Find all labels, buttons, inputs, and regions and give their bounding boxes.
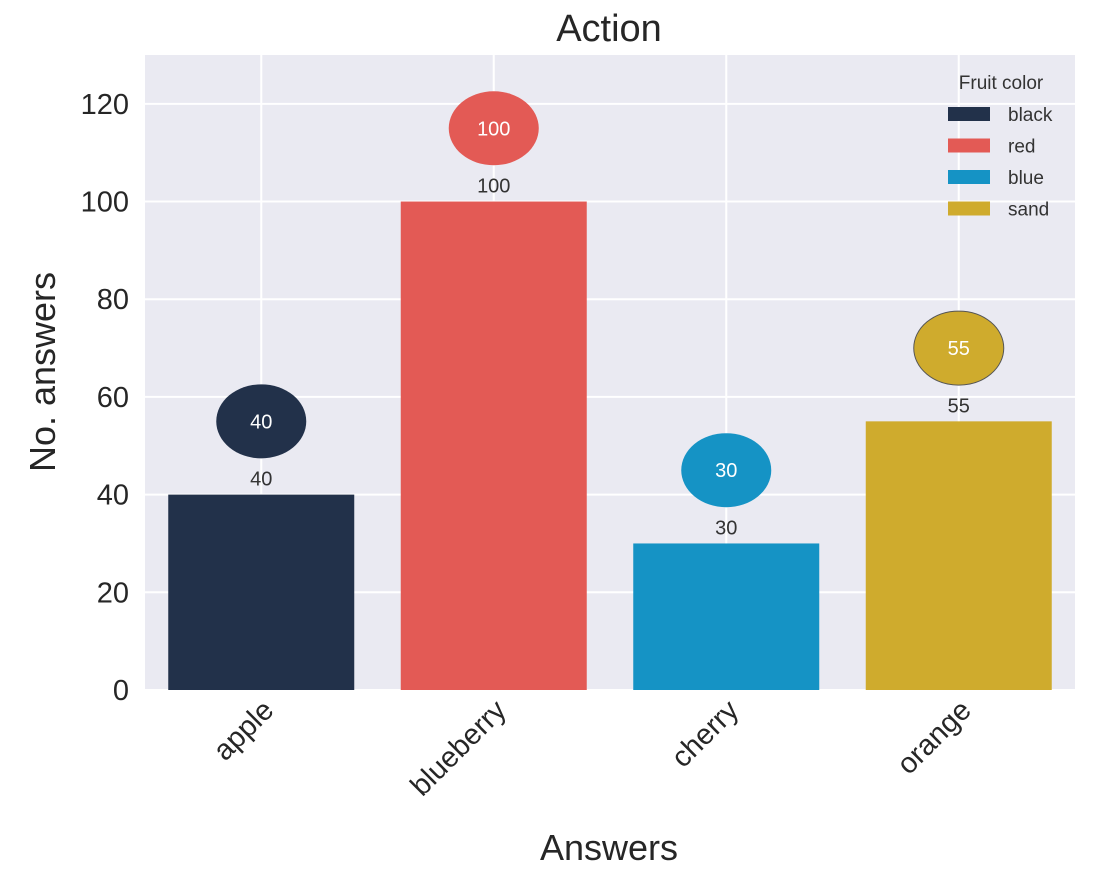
bars [168, 201, 1052, 691]
bubble-label: 40 [250, 411, 272, 433]
bar-value-label: 30 [715, 517, 737, 539]
legend-label: blue [1008, 168, 1044, 189]
legend-label: sand [1008, 200, 1049, 221]
y-tick-label: 100 [81, 187, 129, 219]
legend-item-black: black [948, 105, 1053, 126]
y-tick-label: 60 [97, 382, 129, 414]
legend-item-blue: blue [948, 168, 1044, 189]
x-axis-label: Answers [540, 827, 678, 868]
bubble-annotations: 40 100 30 55 [216, 91, 1005, 508]
bubble-annotation: 30 [681, 433, 772, 508]
chart-title: Action [556, 8, 662, 50]
legend: Fruit color black red blue sand [948, 73, 1053, 221]
bubble-label: 55 [948, 338, 970, 360]
bar-value-label: 100 [477, 176, 510, 198]
bubble-shape [216, 384, 307, 459]
y-tick-label: 20 [97, 577, 129, 609]
bubble-shape [913, 310, 1005, 386]
bubble-shape [448, 91, 539, 166]
bubble-annotation: 40 [216, 384, 307, 459]
legend-item-sand: sand [948, 200, 1049, 221]
bubble-label: 100 [477, 118, 510, 140]
bubble-shape [681, 433, 772, 508]
legend-swatch [948, 170, 990, 184]
legend-swatch [948, 107, 990, 121]
x-tick-labels: apple blueberry cherry orange [207, 694, 977, 802]
bar-value-label: 40 [250, 469, 272, 491]
legend-swatch [948, 138, 990, 153]
bar-apple [168, 494, 355, 690]
legend-title: Fruit color [959, 73, 1044, 94]
bubble-annotation: 100 [448, 91, 539, 166]
legend-label: red [1008, 137, 1035, 158]
x-tick-label: cherry [666, 694, 746, 774]
y-tick-label: 0 [113, 675, 129, 707]
bar-value-labels: 40 100 30 55 [250, 176, 970, 540]
y-axis-label: No. answers [22, 272, 63, 472]
bar-blueberry [400, 201, 587, 691]
x-tick-label: apple [207, 694, 280, 767]
x-tick-label: blueberry [405, 694, 513, 802]
legend-swatch [948, 201, 990, 216]
y-tick-label: 120 [81, 89, 129, 121]
bar-orange [865, 421, 1052, 690]
y-tick-label: 40 [97, 480, 129, 512]
y-tick-label: 80 [97, 284, 129, 316]
y-tick-labels: 0 20 40 60 80 100 120 [81, 89, 129, 707]
bar-value-label: 55 [948, 395, 970, 417]
bubble-annotation: 55 [913, 310, 1005, 386]
legend-label: black [1008, 105, 1053, 126]
legend-item-red: red [948, 137, 1035, 158]
bubble-label: 30 [715, 460, 737, 482]
bar-cherry [633, 543, 820, 690]
x-tick-label: orange [891, 694, 977, 780]
